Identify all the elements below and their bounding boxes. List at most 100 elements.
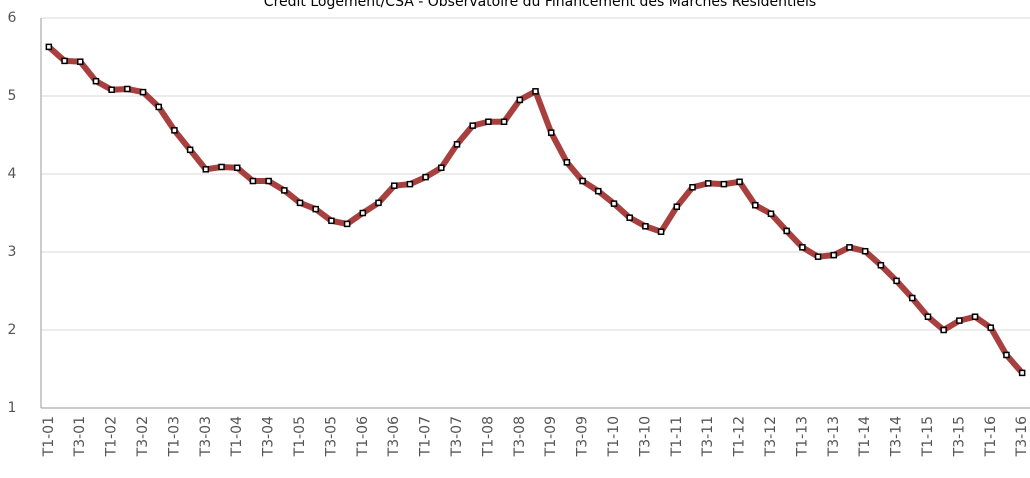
- marker: [108, 86, 115, 94]
- x-tick-label: T1-04: [229, 416, 245, 457]
- marker: [877, 262, 885, 269]
- marker: [846, 244, 853, 251]
- x-tick-label: T1-07: [418, 416, 434, 457]
- marker: [124, 85, 131, 93]
- x-tick-label: T3-15: [951, 416, 967, 457]
- marker: [485, 118, 492, 125]
- marker: [390, 182, 398, 189]
- marker: [547, 129, 555, 136]
- marker: [987, 324, 995, 331]
- y-tick-label: 4: [8, 166, 17, 182]
- marker: [814, 253, 822, 260]
- marker: [265, 177, 272, 185]
- x-tick-label: T3-11: [700, 416, 716, 457]
- x-tick-label: T1-08: [480, 416, 496, 457]
- x-tick-label: T3-16: [1014, 416, 1030, 457]
- marker: [233, 164, 241, 172]
- marker: [909, 294, 916, 302]
- x-tick-label: T1-01: [41, 416, 57, 457]
- marker: [861, 247, 869, 255]
- y-tick-label: 2: [8, 322, 17, 338]
- x-tick-label: T1-03: [166, 416, 182, 457]
- marker: [171, 127, 178, 134]
- marker: [736, 178, 743, 186]
- x-tick-label: T3-02: [135, 416, 151, 457]
- marker: [202, 166, 210, 173]
- x-tick-label: T3-14: [889, 416, 905, 457]
- marker: [328, 217, 335, 225]
- marker: [971, 313, 979, 320]
- x-tick-label: T1-09: [543, 416, 559, 457]
- x-tick-label: T1-15: [920, 416, 936, 457]
- marker: [673, 203, 681, 211]
- x-tick-label: T3-12: [763, 416, 779, 457]
- x-tick-label: T1-05: [292, 416, 308, 457]
- marker: [218, 163, 225, 171]
- marker: [956, 317, 963, 324]
- marker: [500, 118, 508, 125]
- marker: [186, 146, 194, 154]
- marker: [704, 180, 712, 187]
- marker: [406, 180, 414, 188]
- marker: [453, 141, 461, 148]
- marker: [375, 199, 382, 207]
- marker: [359, 209, 367, 217]
- marker: [689, 184, 696, 191]
- marker: [469, 122, 476, 129]
- x-tick-label: T3-04: [261, 416, 277, 457]
- marker: [516, 96, 524, 104]
- marker: [783, 227, 790, 235]
- marker: [532, 88, 539, 95]
- x-tick-label: T3-09: [575, 416, 591, 457]
- marker: [924, 313, 932, 320]
- marker: [767, 210, 775, 218]
- marker: [92, 77, 100, 85]
- x-tick-label: T1-12: [732, 416, 748, 457]
- marker: [422, 173, 429, 181]
- marker: [595, 187, 602, 195]
- marker: [642, 223, 649, 230]
- marker: [343, 220, 351, 228]
- x-tick-label: T3-13: [826, 416, 842, 457]
- x-tick-label: T3-05: [323, 416, 339, 457]
- marker: [720, 180, 728, 188]
- x-tick-label: T1-11: [669, 416, 685, 457]
- y-tick-label: 6: [8, 10, 17, 26]
- marker: [752, 201, 759, 209]
- x-tick-label: T3-06: [386, 416, 402, 457]
- marker: [1018, 369, 1026, 377]
- x-tick-label: T3-01: [72, 416, 88, 457]
- y-tick-label: 5: [8, 88, 17, 104]
- x-tick-label: T3-08: [512, 416, 528, 457]
- chart-title: Crédit Logement/CSA - Observatoire du Fi…: [264, 0, 816, 10]
- marker: [249, 177, 257, 185]
- marker: [657, 228, 665, 235]
- marker: [76, 58, 84, 65]
- marker: [312, 205, 319, 213]
- x-tick-label: T3-07: [449, 416, 465, 457]
- marker: [438, 164, 445, 172]
- marker: [799, 244, 806, 251]
- marker: [45, 43, 53, 51]
- x-tick-label: T3-10: [637, 416, 653, 457]
- marker: [610, 200, 618, 207]
- y-tick-label: 1: [8, 400, 17, 416]
- marker: [139, 88, 147, 96]
- marker: [296, 199, 304, 207]
- marker: [893, 277, 900, 285]
- x-tick-label: T1-16: [983, 416, 999, 457]
- x-tick-label: T1-14: [857, 416, 873, 457]
- marker: [830, 251, 838, 259]
- marker: [281, 187, 288, 194]
- marker: [1003, 351, 1010, 359]
- x-tick-label: T1-13: [794, 416, 810, 457]
- marker: [626, 214, 633, 221]
- x-tick-label: T1-02: [104, 416, 120, 457]
- y-tick-label: 3: [8, 244, 17, 260]
- marker: [579, 177, 586, 185]
- x-tick-label: T1-10: [606, 416, 622, 457]
- marker: [61, 57, 68, 65]
- marker: [940, 326, 947, 334]
- marker: [155, 103, 162, 111]
